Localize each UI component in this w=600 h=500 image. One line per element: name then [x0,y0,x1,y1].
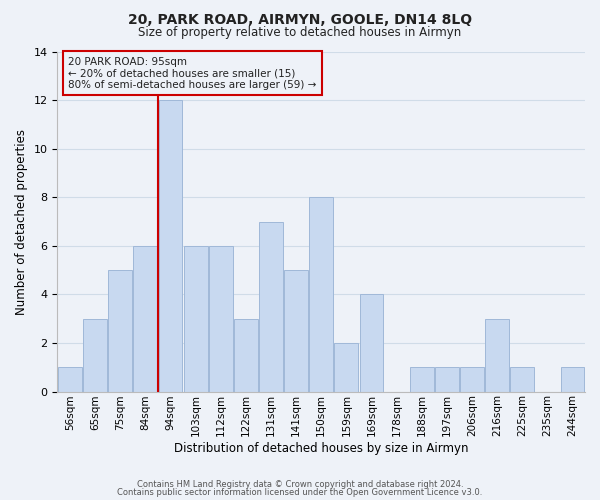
Bar [234,318,258,392]
Bar [158,100,182,392]
Bar [485,318,509,392]
Text: 20, PARK ROAD, AIRMYN, GOOLE, DN14 8LQ: 20, PARK ROAD, AIRMYN, GOOLE, DN14 8LQ [128,12,472,26]
Y-axis label: Number of detached properties: Number of detached properties [15,128,28,314]
X-axis label: Distribution of detached houses by size in Airmyn: Distribution of detached houses by size … [174,442,469,455]
Bar [309,197,333,392]
Bar [58,368,82,392]
Bar [108,270,132,392]
Bar [133,246,157,392]
Text: Contains HM Land Registry data © Crown copyright and database right 2024.: Contains HM Land Registry data © Crown c… [137,480,463,489]
Bar [83,318,107,392]
Text: Size of property relative to detached houses in Airmyn: Size of property relative to detached ho… [139,26,461,39]
Bar [184,246,208,392]
Bar [334,343,358,392]
Bar [510,368,534,392]
Bar [560,368,584,392]
Bar [259,222,283,392]
Bar [359,294,383,392]
Bar [410,368,434,392]
Bar [460,368,484,392]
Text: 20 PARK ROAD: 95sqm
← 20% of detached houses are smaller (15)
80% of semi-detach: 20 PARK ROAD: 95sqm ← 20% of detached ho… [68,56,316,90]
Text: Contains public sector information licensed under the Open Government Licence v3: Contains public sector information licen… [118,488,482,497]
Bar [209,246,233,392]
Bar [435,368,459,392]
Bar [284,270,308,392]
